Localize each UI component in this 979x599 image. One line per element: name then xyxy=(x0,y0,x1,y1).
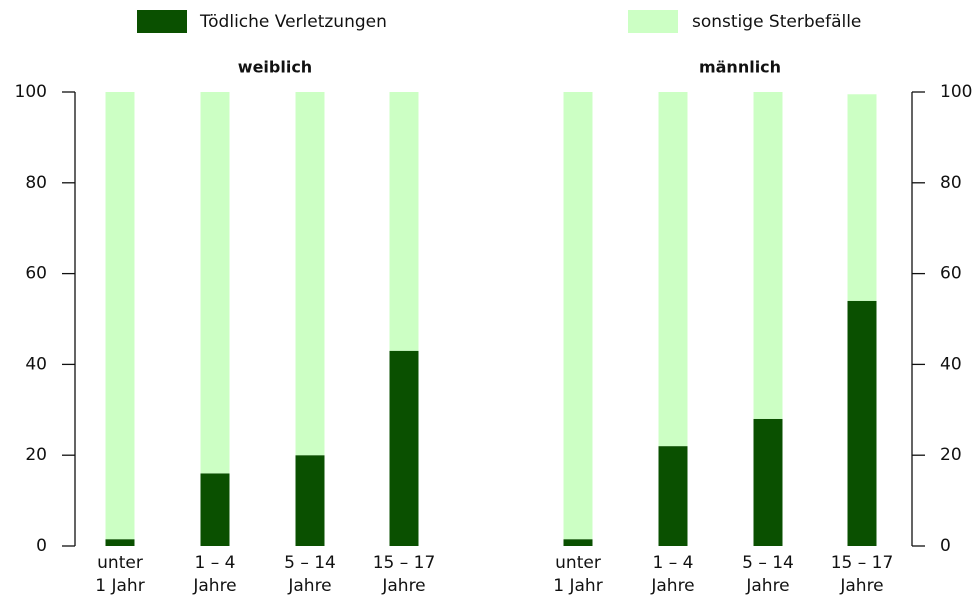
x-tick-label: 1 Jahr xyxy=(95,576,144,596)
y-tick-label: 20 xyxy=(25,445,47,465)
x-tick-label: 5 – 14 xyxy=(284,553,336,573)
x-tick-label: 15 – 17 xyxy=(831,553,894,573)
x-tick-label: 15 – 17 xyxy=(373,553,436,573)
panel-title: männlich xyxy=(699,58,781,77)
y-tick-label: 60 xyxy=(940,264,962,284)
y-tick-label: 60 xyxy=(25,264,47,284)
x-tick-label: 1 – 4 xyxy=(195,553,236,573)
x-tick-label: unter xyxy=(555,553,601,573)
x-tick-label: Jahre xyxy=(381,576,425,596)
x-tick-label: Jahre xyxy=(650,576,694,596)
legend-swatch xyxy=(137,10,187,33)
x-tick-label: Jahre xyxy=(287,576,331,596)
bar-segment xyxy=(200,473,230,546)
bar-segment xyxy=(847,300,877,546)
bar-segment xyxy=(295,455,325,546)
y-tick-label: 80 xyxy=(940,173,962,193)
x-tick-label: unter xyxy=(97,553,143,573)
y-tick-label: 20 xyxy=(940,445,962,465)
y-tick-label: 40 xyxy=(940,354,962,374)
bar-segment xyxy=(847,94,877,301)
x-tick-label: 1 Jahr xyxy=(553,576,602,596)
x-tick-label: 1 – 4 xyxy=(653,553,694,573)
y-tick-label: 40 xyxy=(25,354,47,374)
legend-label: sonstige Sterbefälle xyxy=(692,12,861,32)
bar-segment xyxy=(295,92,325,456)
bar-segment xyxy=(658,446,688,546)
panel-title: weiblich xyxy=(238,58,312,77)
bar-segment xyxy=(563,539,593,546)
y-tick-label: 100 xyxy=(940,82,972,102)
bar-segment xyxy=(753,418,783,546)
bar-segment xyxy=(658,92,688,447)
x-tick-label: 5 – 14 xyxy=(742,553,794,573)
legend-swatch xyxy=(628,10,678,33)
x-tick-label: Jahre xyxy=(839,576,883,596)
bar-segment xyxy=(105,92,135,540)
bar-segment xyxy=(389,92,419,351)
y-tick-label: 0 xyxy=(940,536,951,556)
bar-segment xyxy=(389,350,419,546)
x-tick-label: Jahre xyxy=(192,576,236,596)
bar-segment xyxy=(200,92,230,474)
x-tick-label: Jahre xyxy=(745,576,789,596)
bar-segment xyxy=(105,539,135,546)
y-tick-label: 0 xyxy=(36,536,47,556)
y-tick-label: 100 xyxy=(15,82,47,102)
bar-segment xyxy=(563,92,593,540)
legend-label: Tödliche Verletzungen xyxy=(199,12,387,32)
bar-segment xyxy=(753,92,783,419)
y-tick-label: 80 xyxy=(25,173,47,193)
